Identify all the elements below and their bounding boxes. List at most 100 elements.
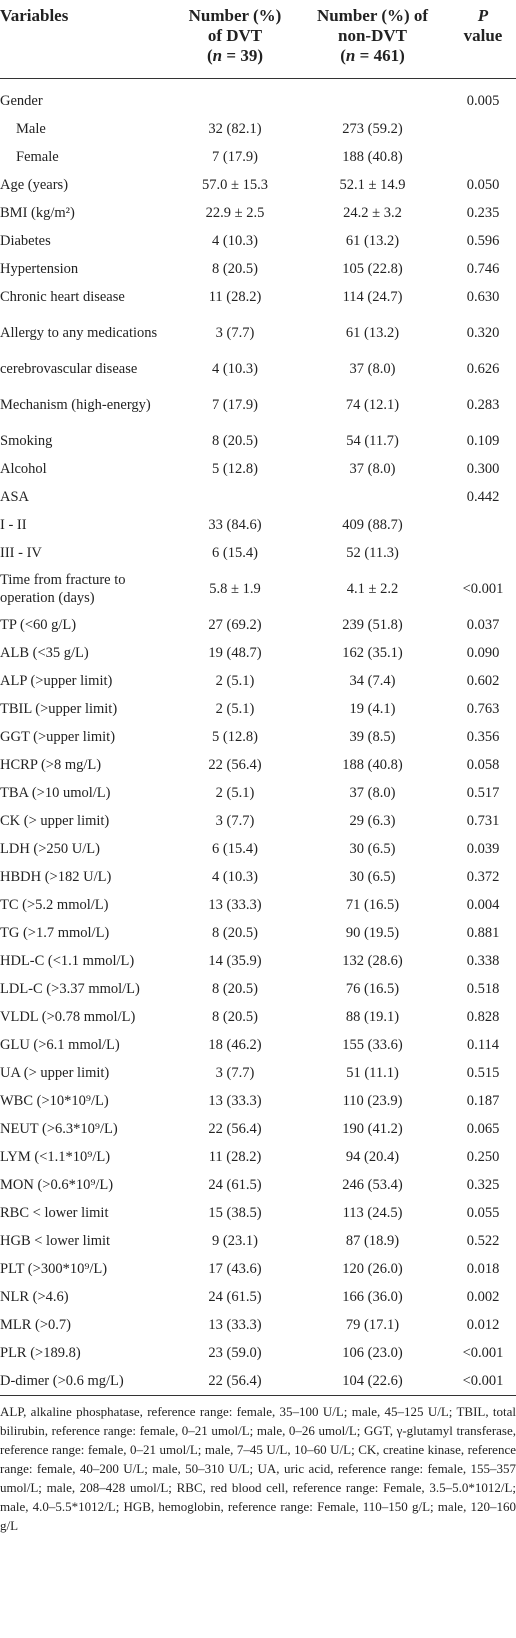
table-row: Allergy to any medications 3 (7.7) 61 (13.… [0, 311, 516, 355]
table-row: TP (<60 g/L) 27 (69.2) 239 (51.8) 0.037 [0, 611, 516, 639]
cell-dvt: 3 (7.7) [215, 1065, 255, 1081]
cell-dvt: 3 (7.7) [215, 325, 255, 341]
cell-variable: WBC (>10*10⁹/L) [0, 1093, 109, 1109]
cell-variable: Male [16, 121, 46, 137]
table-row: HBDH (>182 U/L) 4 (10.3) 30 (6.5) 0.372 [0, 863, 516, 891]
table-row: Smoking 8 (20.5) 54 (11.7) 0.109 [0, 427, 516, 455]
cell-dvt: 19 (48.7) [208, 645, 262, 661]
cell-non-dvt: 120 (26.0) [342, 1261, 403, 1277]
cell-variable: Allergy to any medications [0, 325, 158, 341]
cell-variable: NLR (>4.6) [0, 1289, 69, 1305]
table-row: ALB (<35 g/L) 19 (48.7) 162 (35.1) 0.090 [0, 639, 516, 667]
table-row: TG (>1.7 mmol/L) 8 (20.5) 90 (19.5) 0.881 [0, 919, 516, 947]
table-row: Time from fracture to operation (days) 5.… [0, 567, 516, 611]
cell-non-dvt: 155 (33.6) [342, 1037, 403, 1053]
header-p-value: P value [450, 0, 516, 79]
table-row: III - IV 6 (15.4) 52 (11.3) [0, 539, 516, 567]
table-row: Hypertension 8 (20.5) 105 (22.8) 0.746 [0, 255, 516, 283]
cell-non-dvt: 4.1 ± 2.2 [346, 581, 399, 597]
cell-non-dvt [295, 79, 450, 116]
cell-non-dvt: 39 (8.5) [349, 729, 396, 745]
table-row: HDL-C (<1.1 mmol/L) 14 (35.9) 132 (28.6) 0.… [0, 947, 516, 975]
cell-variable: Diabetes [0, 233, 51, 249]
header-p-letter: P [477, 6, 489, 25]
table-row: CK (> upper limit) 3 (7.7) 29 (6.3) 0.731 [0, 807, 516, 835]
header-dvt-line1: Number (%) [188, 6, 282, 25]
cell-dvt: 11 (28.2) [208, 1149, 262, 1165]
cell-non-dvt: 246 (53.4) [342, 1177, 403, 1193]
table-row: Male 32 (82.1) 273 (59.2) [0, 115, 516, 143]
cell-variable: Time from fracture to operation (days) [0, 572, 126, 606]
cell-non-dvt: 71 (16.5) [345, 897, 400, 913]
cell-p-value: 0.746 [466, 261, 500, 277]
table-row: LDL-C (>3.37 mmol/L) 8 (20.5) 76 (16.5) 0.5… [0, 975, 516, 1003]
cell-non-dvt: 37 (8.0) [349, 785, 396, 801]
cell-dvt: 9 (23.1) [212, 1233, 258, 1249]
cell-dvt: 22.9 ± 2.5 [205, 205, 265, 221]
cell-p-value: 0.109 [466, 433, 500, 449]
cell-dvt: 5 (12.8) [212, 461, 258, 477]
cell-p-value: <0.001 [462, 581, 504, 597]
cell-non-dvt [295, 483, 450, 511]
cell-non-dvt: 90 (19.5) [345, 925, 400, 941]
cell-dvt: 18 (46.2) [208, 1037, 262, 1053]
cell-non-dvt: 30 (6.5) [349, 841, 396, 857]
cell-p-value [450, 539, 516, 567]
cell-variable: ALP (>upper limit) [0, 673, 113, 689]
cell-non-dvt: 19 (4.1) [349, 701, 396, 717]
cell-non-dvt: 52 (11.3) [346, 545, 399, 561]
cell-dvt: 32 (82.1) [208, 121, 262, 137]
cell-p-value: <0.001 [462, 1345, 504, 1361]
cell-dvt: 8 (20.5) [212, 433, 258, 449]
cell-p-value: 0.250 [466, 1149, 500, 1165]
cell-non-dvt: 113 (24.5) [342, 1205, 403, 1221]
cell-variable: Alcohol [0, 461, 47, 477]
table-row: TBIL (>upper limit) 2 (5.1) 19 (4.1) 0.763 [0, 695, 516, 723]
cell-variable: I - II [0, 517, 27, 533]
header-variables-label: Variables [0, 6, 69, 25]
cell-non-dvt: 273 (59.2) [342, 121, 403, 137]
cell-variable: GGT (>upper limit) [0, 729, 116, 745]
table-row: cerebrovascular disease 4 (10.3) 37 (8.0) 0… [0, 355, 516, 383]
cell-p-value: 0.372 [466, 869, 500, 885]
header-dvt-line2: of DVT [207, 26, 263, 45]
table-row: BMI (kg/m²) 22.9 ± 2.5 24.2 ± 3.2 0.235 [0, 199, 516, 227]
table-row: ASA 0.442 [0, 483, 516, 511]
cell-non-dvt: 61 (13.2) [345, 233, 400, 249]
cell-non-dvt: 79 (17.1) [345, 1317, 400, 1333]
cell-dvt: 17 (43.6) [208, 1261, 262, 1277]
cell-variable: ALB (<35 g/L) [0, 645, 89, 661]
cell-variable: TBA (>10 umol/L) [0, 785, 111, 801]
cell-variable: NEUT (>6.3*10⁹/L) [0, 1121, 118, 1137]
cell-variable: Female [16, 149, 59, 165]
table-row: PLT (>300*10⁹/L) 17 (43.6) 120 (26.0) 0.018 [0, 1255, 516, 1283]
table-header: Variables Number (%) of DVT (n = 39) Num… [0, 0, 516, 79]
cell-variable: HCRP (>8 mg/L) [0, 757, 102, 773]
cell-dvt: 13 (33.3) [208, 1317, 262, 1333]
cell-dvt: 15 (38.5) [208, 1205, 262, 1221]
table-row: Mechanism (high-energy) 7 (17.9) 74 (12.1)… [0, 383, 516, 427]
cell-p-value: 0.522 [466, 1233, 500, 1249]
cell-p-value: 0.325 [466, 1177, 500, 1193]
cell-non-dvt: 74 (12.1) [345, 397, 400, 413]
table-row: GLU (>6.1 mmol/L) 18 (46.2) 155 (33.6) 0.11… [0, 1031, 516, 1059]
cell-p-value: 0.518 [466, 981, 500, 997]
cell-variable: Chronic heart disease [0, 289, 125, 305]
cell-variable: ASA [0, 489, 30, 505]
cell-dvt: 24 (61.5) [208, 1289, 262, 1305]
cell-non-dvt: 188 (40.8) [342, 149, 403, 165]
cell-p-value: 0.055 [466, 1205, 500, 1221]
table-row: PLR (>189.8) 23 (59.0) 106 (23.0) <0.001 [0, 1339, 516, 1367]
cell-p-value: 0.187 [466, 1093, 500, 1109]
cell-variable: GLU (>6.1 mmol/L) [0, 1037, 120, 1053]
cell-dvt: 6 (15.4) [212, 841, 258, 857]
cell-dvt: 7 (17.9) [212, 149, 258, 165]
cell-non-dvt: 105 (22.8) [342, 261, 403, 277]
cell-non-dvt: 110 (23.9) [342, 1093, 403, 1109]
cell-p-value [450, 115, 516, 143]
header-non-dvt-n: (n = 461) [340, 46, 405, 65]
header-non-dvt: Number (%) of non-DVT (n = 461) [295, 0, 450, 79]
cell-variable: HBDH (>182 U/L) [0, 869, 112, 885]
cell-non-dvt: 61 (13.2) [345, 325, 400, 341]
cell-variable: TP (<60 g/L) [0, 617, 77, 633]
